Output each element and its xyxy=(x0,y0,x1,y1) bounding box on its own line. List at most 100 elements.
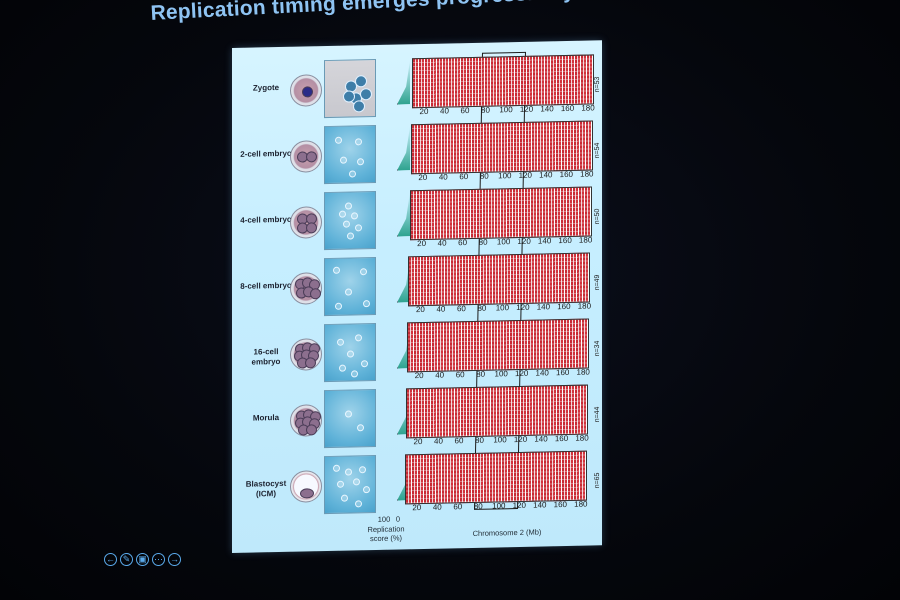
x-tick-label: 140 xyxy=(540,104,554,114)
cell-count-label: n=53 xyxy=(594,76,601,93)
x-tick-label: 180 xyxy=(576,367,590,377)
x-tick-label: 180 xyxy=(577,301,592,311)
embryo-illustration xyxy=(290,74,322,107)
x-tick-label: 140 xyxy=(536,302,551,312)
x-tick-label: 140 xyxy=(537,236,552,246)
replication-heatmap xyxy=(408,252,591,307)
x-tick-label: 140 xyxy=(535,368,549,378)
slides-icon[interactable]: ▣ xyxy=(136,553,149,566)
x-tick-label: 60 xyxy=(459,172,469,182)
embryo-illustration xyxy=(290,470,322,503)
slideshow-controls: ← ✎ ▣ ⋯ → xyxy=(104,553,181,566)
replication-heatmap xyxy=(406,384,588,439)
x-tick-label: 40 xyxy=(440,106,449,116)
stage-row: 16-cell embryo n=34 20 40 60 80 100 120 140 160 18… xyxy=(232,316,602,388)
stage-label: 8-cell embryo xyxy=(240,280,292,291)
x-tick-label: 40 xyxy=(437,238,447,248)
replication-score-histogram xyxy=(397,60,410,104)
x-tick-label: 120 xyxy=(518,170,532,180)
stage-row: Zygote n=53 20 40 60 80 100 120 140 160 180 xyxy=(232,52,602,124)
embryo-illustration xyxy=(290,338,322,371)
x-tick-label: 20 xyxy=(419,106,429,117)
x-tick-label: 180 xyxy=(578,235,593,245)
x-tick-label: 20 xyxy=(412,503,422,513)
x-tick-label: 20 xyxy=(415,304,425,315)
embryo-illustration xyxy=(290,272,322,305)
x-tick-label: 80 xyxy=(481,105,490,115)
score-tick-100: 100 xyxy=(377,514,391,524)
replication-score-histogram xyxy=(397,192,410,236)
x-tick-label: 60 xyxy=(456,304,466,314)
x-tick-label: 100 xyxy=(494,369,508,379)
microscopy-image xyxy=(324,322,376,383)
x-tick-label: 60 xyxy=(454,436,464,446)
x-tick-label: 20 xyxy=(414,370,424,381)
score-tick-0: 0 xyxy=(395,514,401,524)
microscopy-image xyxy=(324,124,376,185)
x-tick-label: 80 xyxy=(473,501,483,511)
x-tick-label: 40 xyxy=(436,304,446,314)
slide-title: Replication timing emerges progressively… xyxy=(150,0,785,26)
replication-heatmap xyxy=(412,54,594,109)
x-tick-label: 140 xyxy=(533,500,547,510)
pen-icon[interactable]: ✎ xyxy=(120,553,133,566)
back-icon[interactable]: ← xyxy=(104,553,117,566)
x-tick-label: 140 xyxy=(539,170,553,180)
x-tick-label: 60 xyxy=(460,106,470,116)
x-tick-label: 160 xyxy=(558,235,572,246)
embryo-illustration xyxy=(290,206,322,239)
x-tick-label: 140 xyxy=(534,434,548,444)
cell-count-label: n=50 xyxy=(594,208,601,225)
x-tick-label: 120 xyxy=(512,500,526,511)
stage-label: Morula xyxy=(252,413,280,423)
x-tick-label: 160 xyxy=(560,103,575,114)
cell-count-label: n=65 xyxy=(594,472,601,489)
microscopy-image xyxy=(324,190,376,251)
x-tick-label: 180 xyxy=(575,433,589,443)
cell-count-label: n=54 xyxy=(594,142,601,159)
replication-heatmap xyxy=(404,450,587,505)
x-tick-label: 180 xyxy=(581,103,595,113)
x-tick-label: 100 xyxy=(498,171,512,181)
embryo-illustration xyxy=(290,404,322,437)
x-tick-label: 40 xyxy=(432,502,442,512)
x-tick-label: 60 xyxy=(455,370,465,380)
x-tick-label: 20 xyxy=(413,437,423,447)
x-tick-label: 180 xyxy=(574,499,588,509)
x-tick-label: 120 xyxy=(515,368,529,379)
stage-label: 2-cell embryo xyxy=(240,148,292,159)
x-tick-label: 80 xyxy=(478,237,488,247)
stage-row: 4-cell embryo n=50 20 40 60 80 100 120 140 160 180 xyxy=(232,184,602,256)
microscopy-image xyxy=(324,256,376,317)
x-tick-label: 120 xyxy=(517,236,531,247)
x-tick-label: 20 xyxy=(417,238,427,249)
x-tick-label: 60 xyxy=(458,238,468,248)
replication-score-histogram xyxy=(397,126,410,170)
score-axis-label: Replication score (%) xyxy=(367,524,405,544)
x-tick-label: 120 xyxy=(516,302,530,313)
x-tick-label: 120 xyxy=(519,104,534,114)
x-tick-label: 80 xyxy=(476,369,486,379)
stage-label: 4-cell embryo xyxy=(240,214,292,225)
x-tick-label: 40 xyxy=(435,370,445,380)
stage-row: Blastocyst (ICM) n=65 20 40 60 80 100 120 140 160… xyxy=(232,448,602,520)
replication-heatmap xyxy=(407,318,590,373)
x-tick-label: 100 xyxy=(493,435,507,445)
cell-count-label: n=49 xyxy=(594,274,601,291)
more-icon[interactable]: ⋯ xyxy=(152,553,165,566)
x-tick-label: 80 xyxy=(479,171,489,181)
stage-row: Morula n=44 20 40 60 80 100 120 140 160 180 xyxy=(232,382,602,454)
microscopy-image xyxy=(324,58,376,119)
x-tick-label: 120 xyxy=(513,434,528,445)
x-tick-label: 80 xyxy=(477,303,487,313)
cell-count-label: n=34 xyxy=(594,340,601,357)
x-tick-label: 100 xyxy=(496,237,511,247)
stage-label: Zygote xyxy=(252,83,280,93)
cell-count-label: n=44 xyxy=(594,406,601,423)
replication-heatmap xyxy=(410,120,593,175)
embryo-illustration xyxy=(290,140,322,173)
x-tick-label: 100 xyxy=(499,105,513,115)
forward-icon[interactable]: → xyxy=(168,553,181,566)
x-tick-label: 160 xyxy=(554,433,569,444)
figure-panel: Zygote n=53 20 40 60 80 100 120 140 160 180 2-cell … xyxy=(232,40,602,553)
